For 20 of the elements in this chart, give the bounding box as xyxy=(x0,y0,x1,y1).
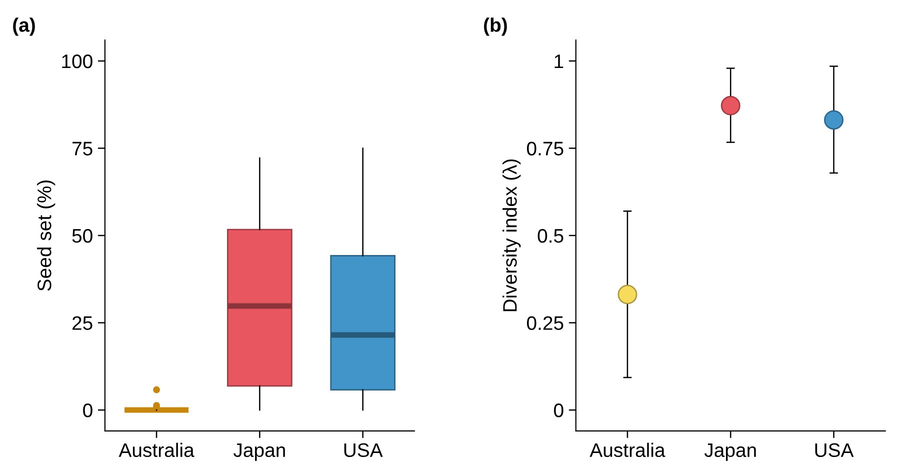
y-tick-label: 0.75 xyxy=(526,142,564,156)
y-tick-label: 0.5 xyxy=(538,228,564,243)
chart-title: (b) xyxy=(484,18,507,36)
y-tick-label: 75 xyxy=(72,142,92,156)
x-tick-label: Australia xyxy=(590,442,666,458)
chart-title: (a) xyxy=(13,18,35,36)
y-tick-label: 50 xyxy=(72,228,92,243)
y-tick-label: 0 xyxy=(554,403,564,418)
x-tick-label: USA xyxy=(344,443,383,458)
y-tick-label: 0 xyxy=(83,403,92,418)
x-tick-label: USA xyxy=(815,443,854,458)
y-tick-label: 1 xyxy=(554,54,564,68)
y-axis-title: Seed set (%) xyxy=(37,180,56,291)
y-tick-label: 100 xyxy=(62,54,92,68)
y-tick-label: 25 xyxy=(72,316,92,330)
x-tick-label: Australia xyxy=(118,442,194,458)
x-tick-label: Japan xyxy=(704,443,756,461)
x-tick-label: Japan xyxy=(234,443,285,461)
y-axis-title: Diversity index (λ) xyxy=(502,159,521,312)
y-tick-label: 0.25 xyxy=(526,316,564,330)
